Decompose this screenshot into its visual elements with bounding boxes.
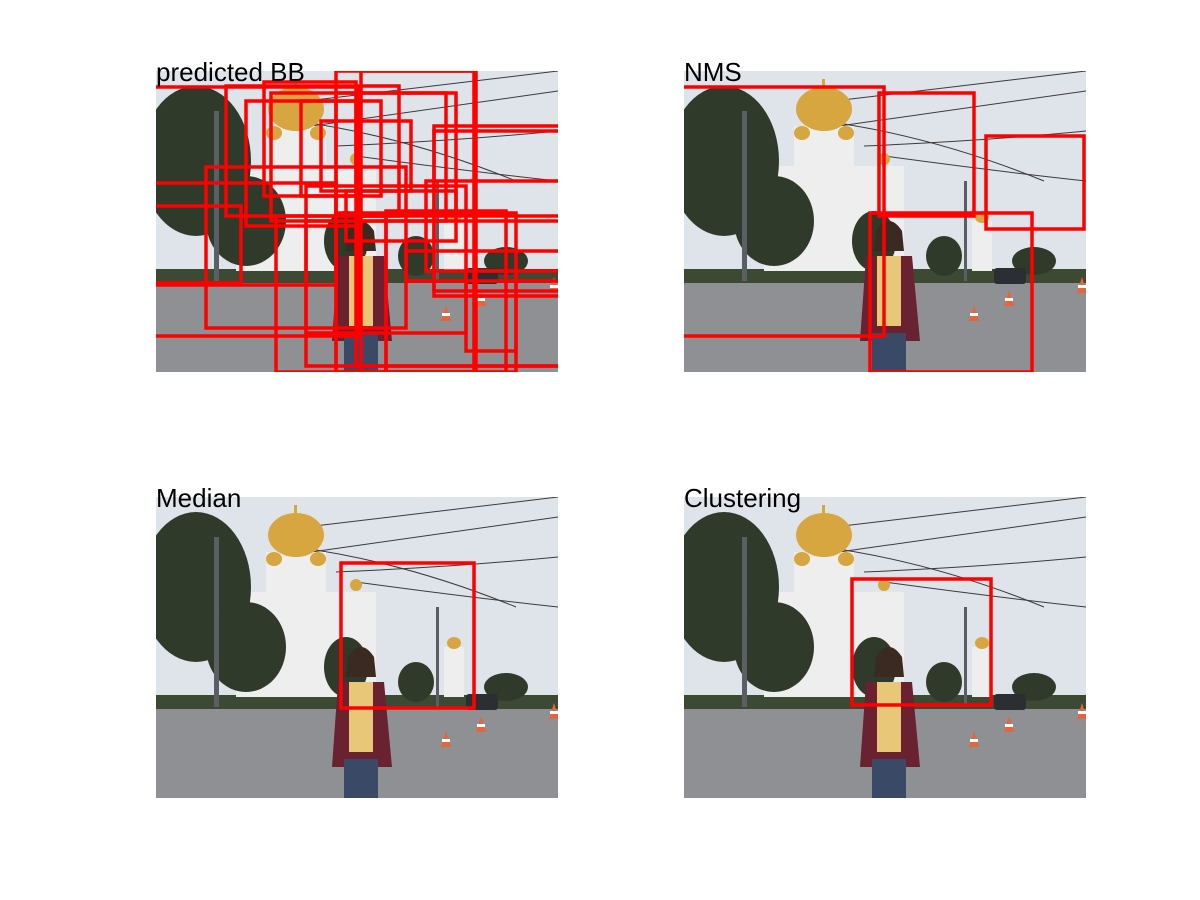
pole <box>742 111 747 281</box>
bounding-box <box>424 179 558 273</box>
street-photo <box>156 497 558 798</box>
bounding-box <box>156 85 361 338</box>
bbox-layer <box>850 577 993 707</box>
bounding-box <box>274 214 388 372</box>
panel-title: Median <box>156 483 242 513</box>
bounding-box <box>262 80 358 198</box>
panel-median: Median <box>156 483 558 798</box>
bbox-layer <box>684 85 1086 372</box>
chapel-icon <box>444 637 464 697</box>
bounding-box <box>354 214 558 368</box>
pole <box>742 537 747 707</box>
bounding-box <box>984 134 1086 231</box>
bounding-box <box>404 249 558 283</box>
bbox-layer <box>156 71 558 372</box>
bounding-box <box>684 85 886 338</box>
street-photo <box>684 497 1086 798</box>
traffic-cone-icon <box>476 290 486 306</box>
pole <box>964 181 967 281</box>
tree-icon <box>684 512 1056 702</box>
traffic-cone-icon <box>476 716 486 732</box>
bounding-box <box>877 91 976 218</box>
traffic-cone-icon <box>441 305 451 321</box>
chapel-icon <box>972 637 992 697</box>
panel-nms: NMS <box>684 57 1086 372</box>
woman-figure-icon <box>332 647 392 798</box>
traffic-cone-icon <box>441 731 451 747</box>
pole <box>214 537 219 707</box>
bounding-box <box>359 71 478 372</box>
pole <box>214 111 219 281</box>
bounding-box <box>868 211 1034 372</box>
panel-title: Clustering <box>684 483 802 513</box>
traffic-cone-icon <box>1004 290 1014 306</box>
bounding-box <box>319 119 413 193</box>
pole <box>436 181 439 281</box>
power-lines-icon <box>275 497 558 608</box>
car-icon <box>994 268 1026 284</box>
bbox-layer <box>339 561 476 710</box>
bounding-box <box>156 204 243 285</box>
bounding-box <box>244 99 358 228</box>
traffic-cone-icon <box>1004 716 1014 732</box>
traffic-cone-icon <box>969 731 979 747</box>
traffic-cone-icon <box>969 305 979 321</box>
traffic-cone-icon <box>549 703 558 719</box>
panel-clustering: Clustering <box>684 483 1086 798</box>
panel-title: predicted BB <box>156 57 305 87</box>
traffic-cone-icon <box>1077 277 1086 293</box>
traffic-cone-icon <box>1077 703 1086 719</box>
pole <box>436 607 439 707</box>
panel-predicted-bb: predicted BB <box>156 57 558 372</box>
panel-title: NMS <box>684 57 742 87</box>
pole <box>964 607 967 707</box>
traffic-cone-icon <box>549 277 558 293</box>
car-icon <box>994 694 1026 710</box>
bounding-box <box>850 577 993 707</box>
bounding-box <box>339 561 476 710</box>
